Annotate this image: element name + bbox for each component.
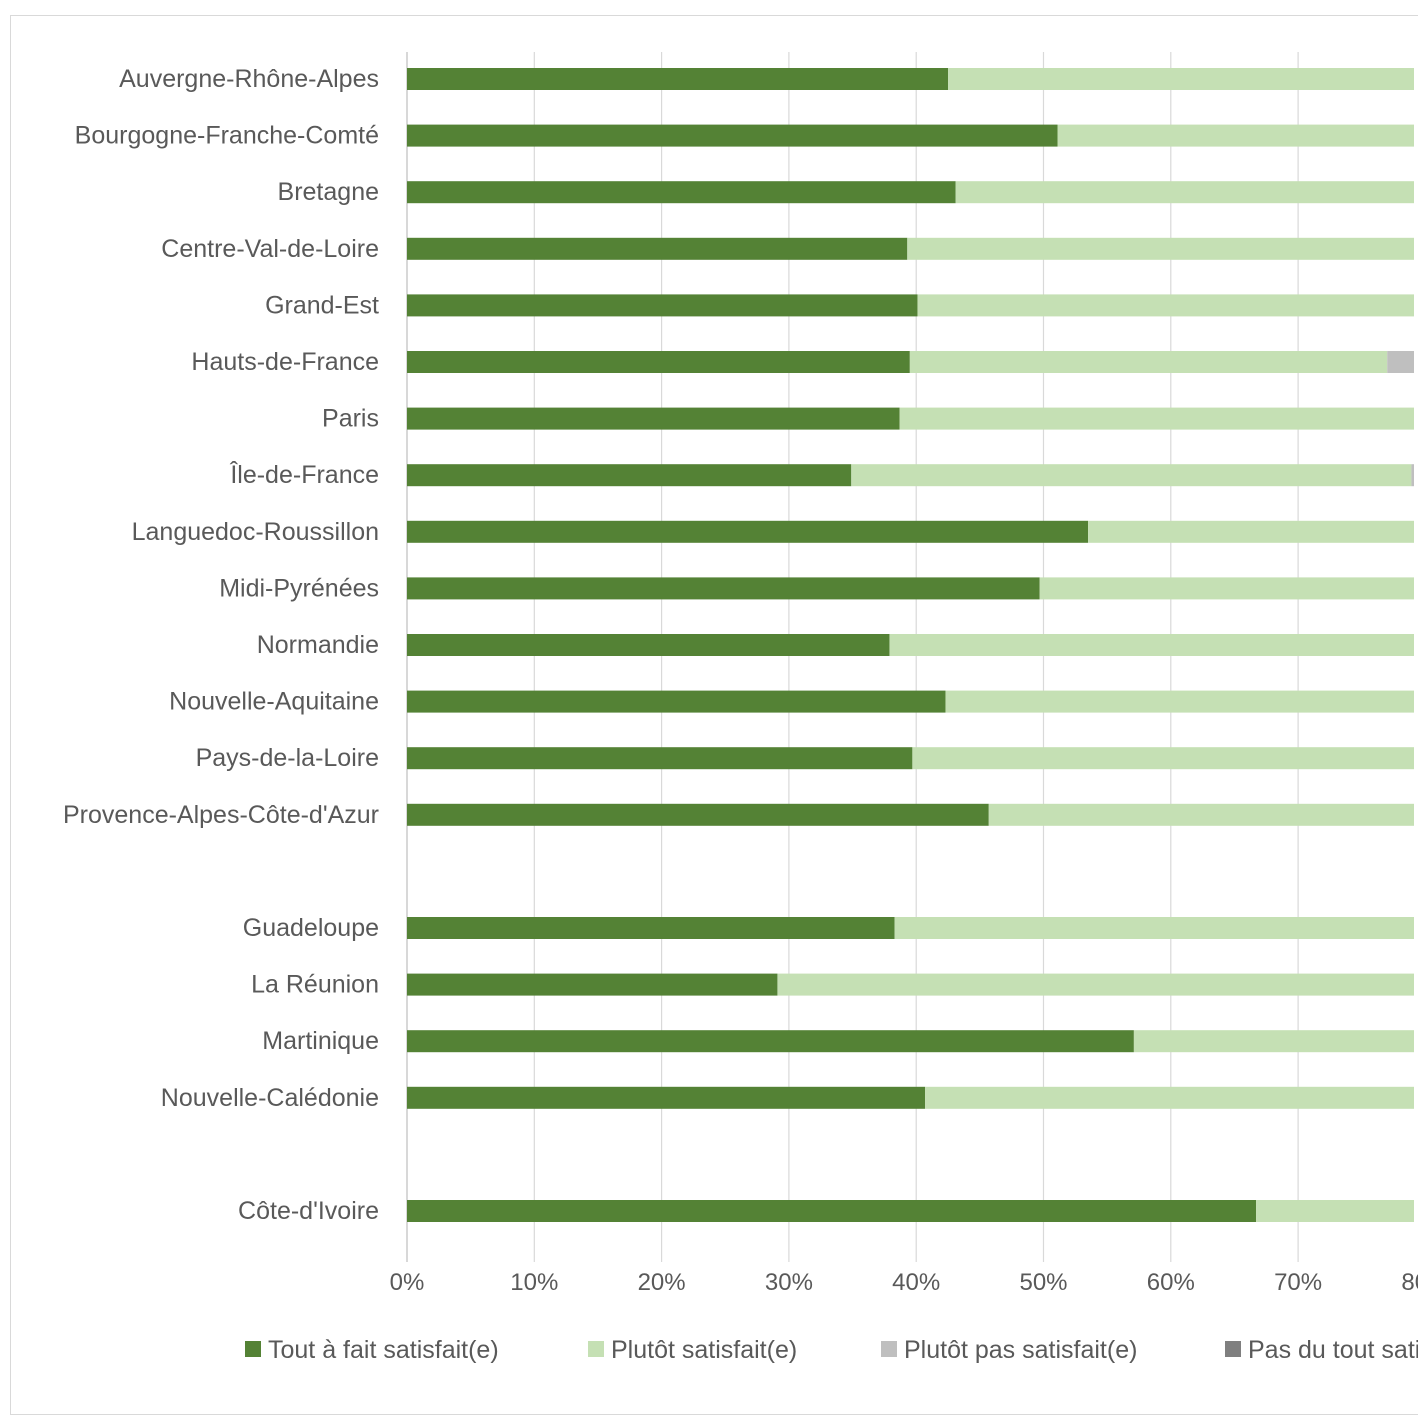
bar-segment [894,917,1414,939]
legend: Tout à fait satisfait(e) Plutôt satisfait… [245,1336,1418,1364]
x-tick-label: 10% [510,1269,558,1296]
category-label: Martinique [262,1027,379,1055]
bar-segment [1039,577,1414,600]
bar-segment [407,917,895,939]
bar-segment [407,1200,1257,1222]
category-label: Paris [322,405,379,433]
bar-segment [407,464,852,487]
legend-label: Tout à fait satisfait(e) [268,1336,499,1364]
category-label: Grand-Est [265,291,379,319]
bar-segment [407,68,949,90]
bar-segment [407,803,989,826]
bar-segment [407,124,1058,147]
gridlines [406,52,1299,1262]
category-labels: Auvergne-Rhône-Alpes Bourgogne-Franche-Co… [63,65,379,1225]
category-label: Pays-de-la-Loire [196,744,379,772]
bar-segment [407,407,900,430]
bar-segment [925,1086,1414,1109]
x-tick-label: 0% [390,1269,425,1296]
category-label: Bretagne [278,178,379,206]
x-axis-ticks: 0% 10% 20% 30% 40% 50% 60% 70% 80% [390,1269,1418,1296]
bar-segment [988,803,1414,826]
category-label: Normandie [257,631,379,659]
bar-segment [407,351,910,373]
bar-segment [899,407,1414,430]
bar-segment [907,237,1414,260]
legend-swatch [588,1341,604,1357]
x-tick-label: 70% [1274,1269,1322,1296]
bar-segment [407,973,778,996]
category-label: Côte-d'Ivoire [238,1197,379,1225]
category-label: Hauts-de-France [191,348,379,376]
legend-label: Plutôt pas satisfait(e) [904,1336,1137,1364]
bar-segment [407,520,1089,543]
bar-segment [1256,1200,1414,1222]
bar-segment [407,181,956,204]
bar-segment [1088,520,1414,543]
bar-segment [917,294,1414,317]
bar-segment [407,294,918,317]
x-tick-label: 20% [638,1269,686,1296]
legend-label: Pas du tout satisfait(e) [1248,1336,1418,1364]
bar-segment [1133,1030,1414,1053]
category-label: Provence-Alpes-Côte-d'Azur [63,801,379,829]
bar-segment [407,1086,926,1109]
bar-segment [948,68,1414,90]
category-label: Midi-Pyrénées [219,574,379,602]
bar-segment [407,577,1040,600]
bar-segment [777,973,1414,996]
bar-segment [407,747,913,770]
bar-segment [1411,464,1414,487]
bar-segment [955,181,1414,204]
legend-swatch [1225,1341,1241,1357]
category-label: Bourgogne-Franche-Comté [75,122,379,150]
category-label: Île-de-France [229,460,379,489]
bar-segment [407,1030,1134,1053]
x-tick-label: 50% [1019,1269,1067,1296]
bar-segment [407,634,890,656]
legend-swatch [881,1341,897,1357]
bars [407,68,1414,1222]
category-label: Guadeloupe [243,914,379,942]
bar-segment [1387,351,1414,373]
bar-segment [407,690,946,713]
bar-segment [945,690,1414,713]
bar-segment [909,351,1388,373]
x-tick-label: 60% [1147,1269,1195,1296]
bar-segment [889,634,1414,656]
legend-label: Plutôt satisfait(e) [611,1336,797,1364]
x-tick-label: 40% [892,1269,940,1296]
x-tick-label: 30% [765,1269,813,1296]
category-label: Nouvelle-Aquitaine [169,688,379,716]
x-tick-label: 80% [1401,1269,1418,1296]
legend-swatch [245,1341,261,1357]
category-label: Languedoc-Roussillon [132,518,379,546]
bar-segment [912,747,1414,770]
category-label: Nouvelle-Calédonie [161,1084,379,1112]
bar-segment [407,237,908,260]
category-label: Centre-Val-de-Loire [161,235,379,263]
bar-segment [851,464,1412,487]
bar-segment [1057,124,1414,147]
category-label: Auvergne-Rhône-Alpes [119,65,379,93]
category-label: La Réunion [251,971,379,999]
